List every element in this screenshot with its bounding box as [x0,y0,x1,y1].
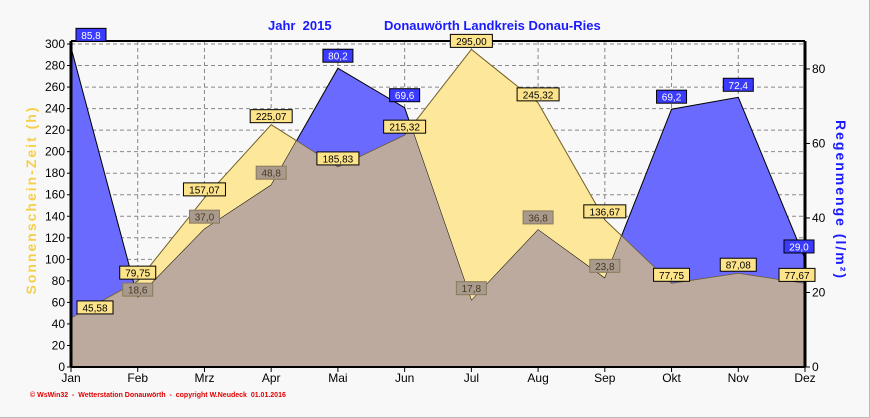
x-tick-label: Mrz [194,371,214,385]
rain-data-label-box [722,77,754,92]
x-tick-label: Jun [395,371,414,385]
sunshine-data-label: 79,75 [125,269,150,280]
sunshine-data-label: 77,67 [784,271,809,282]
y-axis-left-label: Sonnenschein-Zeit (h) [23,106,39,295]
y-axis-right-label: Regenmenge (l/m²) [833,120,849,280]
y-tick-label-left: 40 [52,317,66,331]
rain-data-label-box [188,209,220,224]
rain-data-label: 85,8 [81,31,101,42]
rain-data-label: 69,6 [395,91,415,102]
rain-data-label-box [783,239,815,254]
y-tick-label-left: 60 [52,295,66,309]
y-tick-label-right: 80 [812,62,826,76]
rain-data-label: 69,2 [662,93,682,104]
y-tick-label-left: 300 [45,37,65,51]
footer-copyright: © WsWin32 - Wetterstation Donauwörth - c… [30,392,286,399]
y-tick-label-left: 280 [45,59,65,73]
rain-data-label: 37,0 [195,213,215,224]
rain-data-label: 72,4 [729,81,749,92]
x-tick-label: Okt [662,371,681,385]
rain-data-label: 36,8 [528,213,548,224]
sunshine-data-label-box [583,204,627,219]
sunshine-data-label-box [249,109,293,124]
rain-data-label: 18,6 [128,286,148,297]
rain-data-label: 29,0 [789,242,809,253]
rain-data-label: 48,8 [261,169,281,180]
rain-data-label-box [589,258,621,273]
x-tick-label: Sep [594,371,616,385]
sunshine-data-label: 215,32 [389,123,420,134]
sunshine-data-label: 87,08 [726,261,751,272]
rain-data-label-box [522,210,554,225]
overlap-area [71,49,805,367]
x-tick-label: Feb [127,371,148,385]
sunshine-data-label: 77,75 [659,271,684,282]
rain-data-label-box [255,165,287,180]
rain-data-label: 80,2 [328,52,348,63]
rain-data-label-box [322,48,354,63]
x-tick-label: Nov [728,371,749,385]
y-tick-label-left: 180 [45,166,65,180]
sunshine-data-label: 45,58 [82,303,107,314]
rain-data-label-box [455,281,487,296]
y-tick-label-right: 0 [812,360,819,374]
sunshine-data-label: 185,83 [323,154,354,165]
chart-title-year: Jahr 2015 [268,18,332,33]
y-tick-label-left: 0 [58,360,65,374]
rain-data-label: 17,8 [462,284,482,295]
sunshine-data-label: 245,32 [523,90,554,101]
y-tick-label-left: 200 [45,145,65,159]
rain-data-label-box [122,282,154,297]
y-tick-label-left: 260 [45,80,65,94]
sunshine-data-label: 136,67 [590,207,621,218]
y-tick-label-left: 220 [45,123,65,137]
x-tick-label: Aug [527,371,548,385]
sunshine-data-label-box [516,87,560,102]
y-tick-label-right: 40 [812,211,826,225]
sunshine-data-label-box [449,33,493,48]
y-tick-label-left: 140 [45,209,65,223]
rain-data-label-box [389,88,421,103]
x-tick-label: Dez [794,371,815,385]
sunshine-data-label: 225,07 [256,112,287,123]
rain-data-label: 23,8 [595,262,615,273]
sunshine-data-label-box [383,119,427,134]
x-tick-label: Jul [464,371,479,385]
sunshine-data-label-box [316,151,360,166]
x-tick-label: Mai [328,371,347,385]
sunshine-data-label-box [76,300,114,315]
y-tick-label-left: 120 [45,231,65,245]
sunshine-data-label-box [778,267,816,282]
sunshine-data-label-box [653,267,691,282]
y-tick-label-right: 20 [812,285,826,299]
x-tick-label: Jan [61,371,80,385]
sunshine-data-label-box [719,257,757,272]
x-tick-label: Apr [262,371,281,385]
y-tick-label-right: 60 [812,136,826,150]
y-tick-label-left: 100 [45,252,65,266]
rain-data-label-box [75,27,107,42]
sunshine-data-label: 157,07 [189,185,220,196]
sunshine-data-label: 295,00 [456,37,487,48]
y-tick-label-left: 240 [45,102,65,116]
y-tick-label-left: 160 [45,188,65,202]
y-tick-label-left: 20 [52,338,66,352]
chart-title-station: Donauwörth Landkreis Donau-Ries [384,18,601,33]
sunshine-data-label-box [119,265,157,280]
y-tick-label-left: 80 [52,274,66,288]
rain-data-label-box [656,89,688,104]
sunshine-data-label-box [182,182,226,197]
